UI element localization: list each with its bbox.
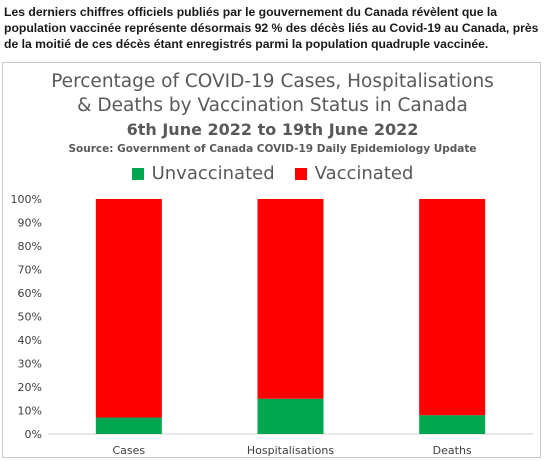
bar-vaccinated-cases [95,199,162,418]
chart-subtitle: 6th June 2022 to 19th June 2022 [126,120,419,139]
chart-title-line1: Percentage of COVID-19 Cases, Hospitalis… [51,71,494,92]
legend-swatch-unvaccinated [131,167,144,180]
chart-title-line2: & Deaths by Vaccination Status in Canada [77,95,468,116]
y-tick-label: 100% [11,193,42,206]
y-tick-label: 0% [25,428,42,441]
chart-plot: 0% 10% 20% 30% 40% 50% 60% 70% 80% 90% 100% Cases Ho… [11,193,533,457]
legend-item-vaccinated: Vaccinated [294,163,414,184]
legend-label-vaccinated: Vaccinated [314,163,414,184]
article-caption: Les derniers chiffres officiels publiés … [4,5,539,51]
category-label-cases: Cases [113,444,146,457]
category-label-deaths: Deaths [433,444,472,457]
legend-swatch-vaccinated [294,167,307,180]
category-label-hospitalisations: Hospitalisations [247,444,334,457]
legend-item-unvaccinated: Unvaccinated [131,163,275,184]
chart-legend: Unvaccinated Vaccinated [3,163,542,184]
y-tick-label: 40% [18,334,42,347]
bar-unvaccinated-cases [95,417,162,434]
y-tick-label: 50% [18,311,42,324]
bar-unvaccinated-deaths [419,415,486,434]
y-tick-label: 20% [18,381,42,394]
chart-source: Source: Government of Canada COVID-19 Da… [68,143,477,155]
y-tick-label: 10% [18,405,42,418]
y-tick-label: 60% [18,287,42,300]
y-tick-label: 80% [18,240,42,253]
bar-vaccinated-deaths [419,199,486,416]
y-tick-label: 30% [18,358,42,371]
legend-label-unvaccinated: Unvaccinated [151,163,275,184]
y-tick-label: 70% [18,264,42,277]
bar-vaccinated-hospitalisations [257,199,324,399]
y-tick-label: 90% [18,217,42,230]
chart-container: Percentage of COVID-19 Cases, Hospitalis… [2,62,541,458]
bar-unvaccinated-hospitalisations [257,398,324,434]
